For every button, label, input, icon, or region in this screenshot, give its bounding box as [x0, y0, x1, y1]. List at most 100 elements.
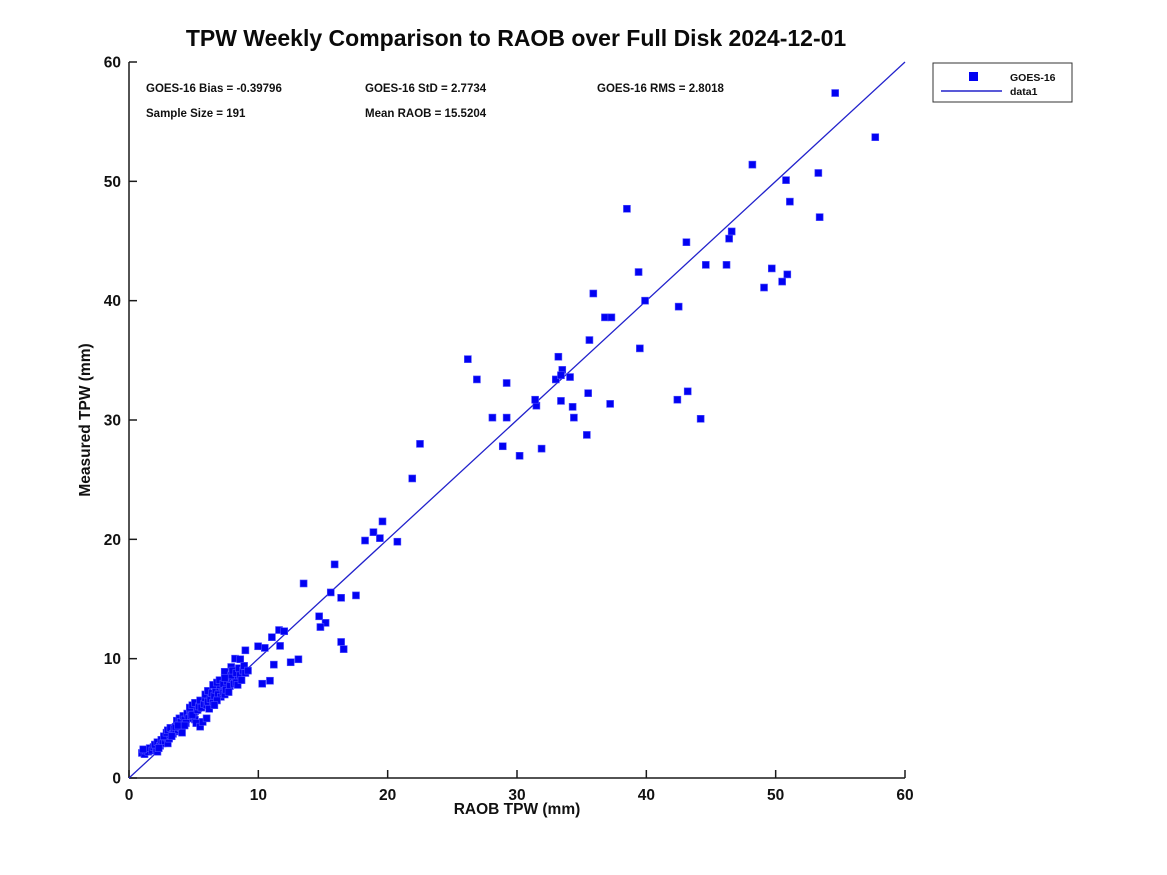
data-point	[760, 283, 768, 292]
data-point	[831, 89, 839, 97]
data-point	[515, 451, 524, 460]
data-point	[416, 440, 424, 448]
data-point	[551, 375, 560, 384]
y-tick-label: 20	[104, 532, 121, 549]
axis-ticks: 0 10 20 30 40 50 60 0 10 20 30 40 50 60	[104, 55, 914, 805]
data-point	[585, 336, 594, 344]
data-point	[814, 169, 823, 177]
data-point	[337, 638, 345, 646]
data-point	[337, 594, 345, 602]
data-point	[299, 579, 308, 588]
data-point	[502, 413, 511, 422]
data-point	[352, 591, 360, 600]
data-point	[393, 537, 402, 546]
data-point	[601, 313, 609, 322]
legend: GOES-16 data1	[932, 62, 1073, 103]
data-point	[767, 264, 776, 273]
data-point	[498, 442, 507, 451]
x-axis-label: RAOB TPW (mm)	[454, 801, 581, 818]
data-point	[815, 213, 824, 221]
data-point	[174, 721, 182, 730]
data-point	[202, 714, 211, 723]
data-point	[786, 197, 794, 206]
legend-label-data1: data1	[1010, 86, 1038, 98]
data-point	[286, 658, 295, 667]
data-point	[369, 528, 378, 536]
data-point	[210, 701, 219, 710]
stat-std: GOES-16 StD = 2.7734	[365, 83, 487, 95]
data-point	[748, 160, 757, 169]
scatter-points	[138, 89, 880, 758]
data-point	[376, 534, 384, 542]
data-point	[464, 355, 472, 363]
data-point	[782, 176, 790, 184]
y-tick-label: 0	[112, 771, 121, 788]
data-point	[339, 645, 348, 653]
data-point	[589, 289, 598, 298]
stat-rms: GOES-16 RMS = 2.8018	[597, 83, 724, 95]
y-axis-label: Measured TPW (mm)	[77, 343, 94, 496]
x-tick-label: 0	[125, 787, 134, 804]
data-point	[607, 313, 616, 322]
stat-sample-size: Sample Size = 191	[146, 108, 246, 120]
data-point	[727, 227, 736, 236]
x-tick-label: 40	[638, 787, 655, 804]
data-point	[871, 133, 880, 141]
data-point	[254, 642, 262, 651]
data-point	[240, 662, 248, 670]
data-point	[330, 560, 339, 569]
data-point	[294, 655, 303, 664]
data-point	[233, 681, 242, 689]
x-tick-label: 20	[379, 787, 396, 804]
data-point	[321, 619, 330, 627]
data-point	[554, 352, 563, 361]
data-point	[280, 627, 289, 636]
data-point	[276, 642, 284, 650]
data-point	[634, 268, 643, 276]
data-point	[167, 732, 176, 741]
data-point	[244, 666, 252, 675]
data-point	[683, 387, 692, 396]
data-point	[583, 431, 591, 439]
data-point	[531, 395, 539, 404]
data-point	[268, 633, 276, 641]
legend-label-goes16: GOES-16	[1010, 72, 1056, 84]
data-point	[139, 745, 148, 754]
data-point	[241, 646, 250, 655]
stat-bias: GOES-16 Bias = -0.39796	[146, 83, 282, 95]
data-point	[568, 403, 577, 411]
y-tick-label: 40	[104, 293, 121, 310]
data-point	[606, 400, 614, 408]
data-point	[502, 379, 511, 387]
data-point	[266, 676, 274, 685]
data-point	[696, 415, 705, 423]
data-point	[778, 277, 786, 286]
data-point	[641, 296, 649, 305]
data-point	[674, 302, 683, 311]
x-tick-label: 60	[896, 787, 913, 804]
x-tick-label: 10	[250, 787, 267, 804]
data-point	[316, 623, 325, 631]
data-point	[220, 673, 229, 682]
y-tick-label: 10	[104, 651, 121, 668]
data-point	[623, 204, 631, 213]
x-tick-label: 50	[767, 787, 784, 804]
data-point	[783, 270, 792, 279]
data-point	[258, 679, 267, 688]
chart-title: TPW Weekly Comparison to RAOB over Full …	[186, 25, 847, 51]
data-point	[673, 395, 682, 404]
data-point	[570, 413, 578, 422]
x-tick-label: 30	[508, 787, 525, 804]
data-point	[178, 728, 186, 737]
stat-mean-raob: Mean RAOB = 15.5204	[365, 108, 487, 120]
identity-line-series	[128, 61, 906, 779]
data-point	[473, 375, 481, 384]
data-point	[722, 261, 731, 269]
data-point	[180, 721, 189, 730]
data-point	[270, 660, 278, 669]
data-point	[154, 744, 163, 752]
data-point	[557, 397, 565, 405]
data-point	[537, 444, 546, 453]
